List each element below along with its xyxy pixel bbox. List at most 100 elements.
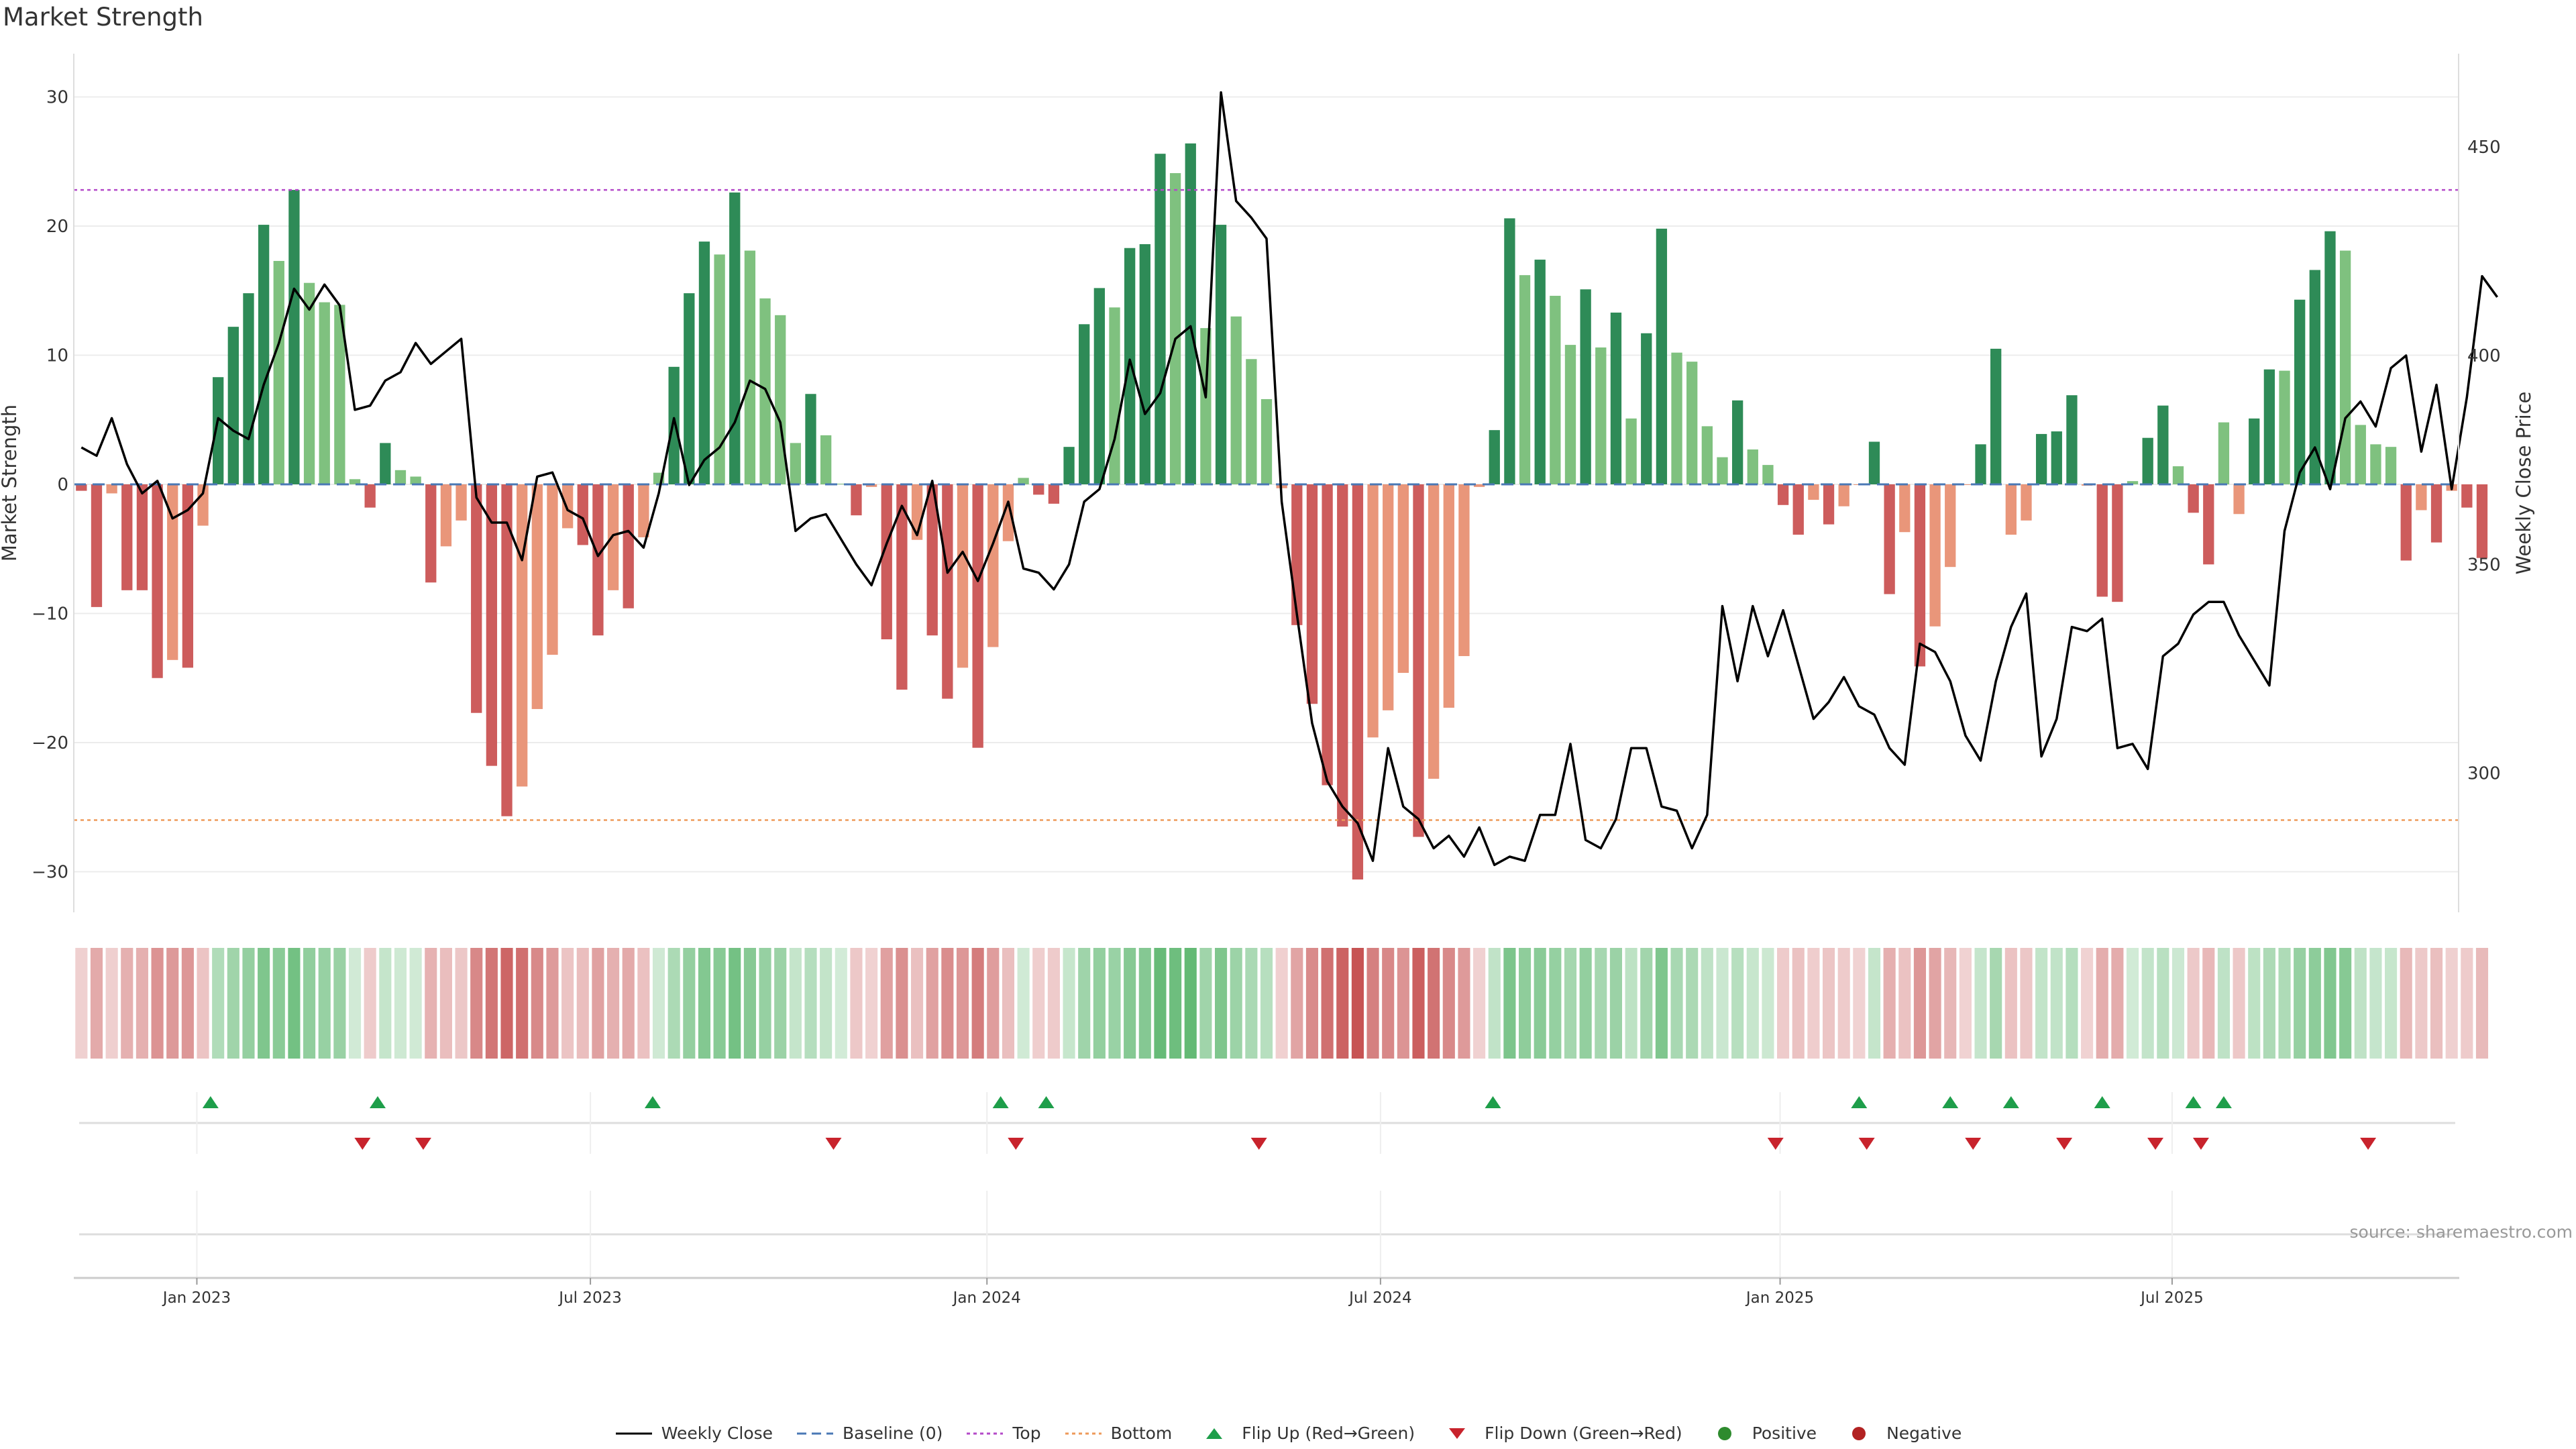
heat-cell	[197, 948, 209, 1059]
heat-cell	[1716, 948, 1729, 1059]
strength-bar	[1215, 225, 1227, 484]
positive-legend-icon	[1717, 1426, 1731, 1440]
strength-bar	[1185, 143, 1196, 485]
strength-bar	[2400, 484, 2412, 561]
heat-cell	[2217, 948, 2230, 1059]
legend-label: Bottom	[1110, 1424, 1173, 1443]
heat-cell	[592, 948, 604, 1059]
heat-cell	[166, 948, 179, 1059]
strength-bar	[1063, 447, 1075, 484]
heat-cell	[2354, 948, 2367, 1059]
axes: 30 20 10 0 −10 −20 −30 450 400 350 300 Market Stren…	[0, 54, 2535, 912]
strength-bar	[1109, 307, 1120, 484]
heat-cell	[181, 948, 194, 1059]
heat-cell	[1807, 948, 1820, 1059]
strength-bar	[531, 484, 543, 709]
heat-cell	[926, 948, 938, 1059]
heat-cell	[1063, 948, 1075, 1059]
date-axis: Jan 2023 Jul 2023 Jan 2024 Jul 2024 Jan 2025…	[74, 1277, 2459, 1307]
heat-cell	[242, 948, 255, 1059]
strength-bar	[1504, 218, 1515, 484]
legend-item-negative: Negative	[1839, 1424, 1962, 1443]
strength-bar	[957, 484, 969, 668]
y-tick-label: 20	[46, 217, 68, 237]
heat-cell	[2461, 948, 2473, 1059]
heat-strip	[75, 948, 2489, 1059]
strength-bar	[167, 484, 178, 660]
strength-bar	[2112, 484, 2123, 602]
baseline-legend-icon	[797, 1432, 834, 1434]
strength-bar	[744, 250, 756, 484]
heat-cell	[1138, 948, 1151, 1059]
heat-cell	[1366, 948, 1379, 1059]
strength-bar	[1701, 426, 1713, 484]
heat-cell	[2248, 948, 2261, 1059]
strength-bar	[182, 484, 194, 668]
heat-cell	[1428, 948, 1440, 1059]
flip-down-marker	[2192, 1138, 2209, 1150]
strength-bar	[2066, 395, 2078, 484]
strength-bar	[2172, 466, 2184, 484]
strength-bar	[1960, 484, 1972, 485]
bottom-legend-icon	[1065, 1432, 1102, 1434]
strength-bar	[517, 484, 528, 787]
market-strength-chart: 30 20 10 0 −10 −20 −30 450 400 350 300 Market Stren…	[0, 54, 2535, 1307]
legend-label: Top	[1012, 1424, 1041, 1443]
strength-bar	[440, 484, 452, 547]
strength-bar	[1838, 484, 1849, 506]
flip-up-marker	[2215, 1096, 2232, 1108]
strength-bar	[1033, 484, 1044, 495]
strength-bar	[1975, 444, 1986, 484]
strength-bar	[410, 476, 421, 484]
heat-cell	[2187, 948, 2200, 1059]
legend-label: Weekly Close	[661, 1424, 773, 1443]
strength-bar	[987, 484, 999, 647]
heat-cell	[1625, 948, 1638, 1059]
y2-tick-label: 300	[2467, 764, 2501, 784]
strength-bar	[592, 484, 604, 636]
heat-cell	[1777, 948, 1790, 1059]
legend-label: Flip Down (Green→Red)	[1485, 1424, 1682, 1443]
heat-cell	[1686, 948, 1699, 1059]
heat-cell	[1275, 948, 1288, 1059]
strength-bar	[1352, 484, 1364, 880]
heat-cell	[1017, 948, 1030, 1059]
legend-label: Baseline (0)	[843, 1424, 943, 1443]
heat-cell	[698, 948, 711, 1059]
y-tick-label: 10	[46, 346, 68, 366]
heat-cell	[2445, 948, 2458, 1059]
heat-cell	[2157, 948, 2169, 1059]
heat-cell	[1564, 948, 1577, 1059]
flip-up-marker	[369, 1096, 386, 1108]
flip-down-marker	[1767, 1138, 1784, 1150]
strength-bar	[1124, 248, 1136, 484]
heat-cell	[1442, 948, 1455, 1059]
heat-cell	[2081, 948, 2094, 1059]
strength-bar	[1291, 484, 1303, 625]
strength-bar	[2309, 270, 2320, 484]
heat-cell	[1929, 948, 1941, 1059]
strength-bar	[2294, 299, 2306, 484]
heat-cell	[1944, 948, 1957, 1059]
heat-cell	[1047, 948, 1060, 1059]
strength-bar	[1519, 275, 1531, 484]
strength-bar	[106, 484, 117, 494]
heat-cell	[2065, 948, 2078, 1059]
strength-bar	[1534, 260, 1546, 484]
heat-cell	[272, 948, 285, 1059]
strength-bar	[729, 192, 741, 484]
heat-cell	[1868, 948, 1881, 1059]
strength-bar	[1868, 441, 1880, 484]
flip-down-marker	[1965, 1138, 1982, 1150]
strength-bar	[698, 241, 710, 484]
heat-cell	[1291, 948, 1303, 1059]
strength-bar	[1625, 418, 1637, 484]
strength-bar	[684, 293, 695, 484]
strength-bar	[425, 484, 437, 583]
strength-bar	[2203, 484, 2214, 565]
heat-cell	[1913, 948, 1926, 1059]
strength-bar	[1155, 154, 1166, 484]
strength-bar	[2263, 369, 2275, 484]
heat-cell	[379, 948, 392, 1059]
heat-cell	[1245, 948, 1258, 1059]
